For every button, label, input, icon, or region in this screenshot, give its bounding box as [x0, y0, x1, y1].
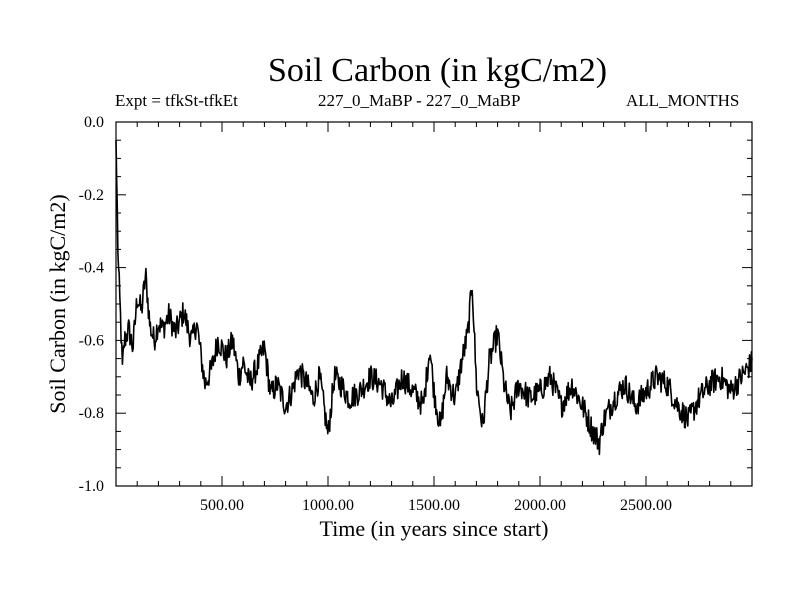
y-axis-label: Soil Carbon (in kgC/m2): [45, 194, 70, 413]
y-tick-label: -0.4: [79, 260, 104, 277]
y-tick-label: -1.0: [79, 478, 104, 495]
period-label: 227_0_MaBP - 227_0_MaBP: [318, 91, 521, 110]
y-tick-label: 0.0: [84, 114, 104, 131]
x-tick-label: 1000.00: [302, 497, 354, 514]
x-tick-label: 1500.00: [408, 497, 460, 514]
y-tick-label: -0.2: [79, 187, 104, 204]
experiment-label: Expt = tfkSt-tfkEt: [115, 91, 238, 110]
plot-frame: [115, 121, 753, 487]
series-layer: [115, 140, 753, 456]
ticks-layer: 500.00 1000.00 1500.00 2000.00 2500.00 0.0 -0.…: [79, 114, 752, 514]
y-tick-label: -0.6: [79, 332, 104, 349]
y-tick-label: -0.8: [79, 405, 104, 422]
x-tick-label: 2500.00: [620, 497, 672, 514]
x-tick-label: 2000.00: [514, 497, 566, 514]
chart-title: Soil Carbon (in kgC/m2): [267, 52, 608, 89]
x-axis-label: Time (in years since start): [320, 516, 549, 541]
x-tick-label: 500.00: [200, 497, 244, 514]
months-label: ALL_MONTHS: [626, 91, 740, 110]
series-line: [115, 140, 753, 456]
